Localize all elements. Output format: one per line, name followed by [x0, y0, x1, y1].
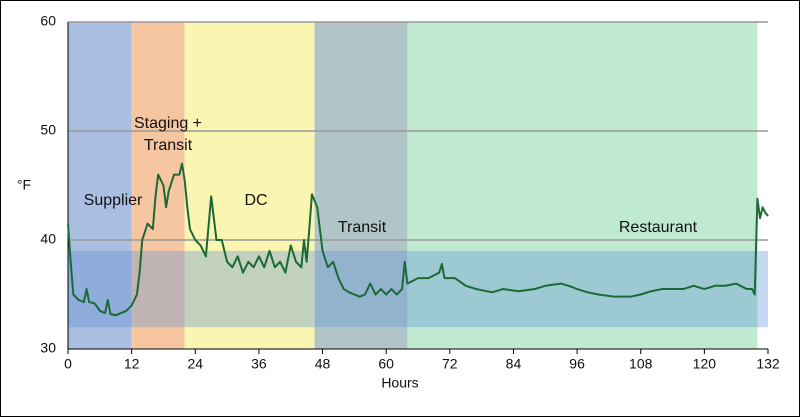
- region-label: Transit: [144, 137, 193, 154]
- x-tick-label: 36: [251, 356, 267, 372]
- region: [184, 22, 315, 349]
- region: [314, 22, 408, 349]
- x-tick-label: 48: [315, 356, 331, 372]
- region: [407, 22, 758, 349]
- y-tick-label: 40: [40, 231, 56, 247]
- y-tick-label: 60: [40, 13, 56, 29]
- y-tick-label: 30: [40, 340, 56, 356]
- region: [131, 22, 185, 349]
- region-label: DC: [244, 192, 267, 209]
- y-axis-label: °F: [17, 177, 31, 193]
- region: [68, 22, 132, 349]
- target-band: [68, 250, 768, 328]
- x-axis-label: Hours: [381, 375, 418, 391]
- x-tick-label: 84: [506, 356, 522, 372]
- region-label: Staging +: [134, 115, 202, 132]
- x-tick-label: 132: [756, 356, 780, 372]
- temperature-line: [67, 162, 769, 317]
- x-tick-label: 60: [378, 356, 394, 372]
- x-tick-label: 108: [629, 356, 653, 372]
- x-tick-label: 0: [64, 356, 72, 372]
- x-tick-label: 24: [187, 356, 203, 372]
- y-tick-label: 50: [40, 122, 56, 138]
- x-tick-label: 120: [693, 356, 717, 372]
- x-tick-label: 12: [124, 356, 140, 372]
- region-label: Restaurant: [619, 219, 698, 236]
- x-tick-label: 72: [442, 356, 458, 372]
- x-tick-label: 96: [569, 356, 585, 372]
- region-label: Supplier: [84, 192, 143, 209]
- region-label: Transit: [338, 219, 387, 236]
